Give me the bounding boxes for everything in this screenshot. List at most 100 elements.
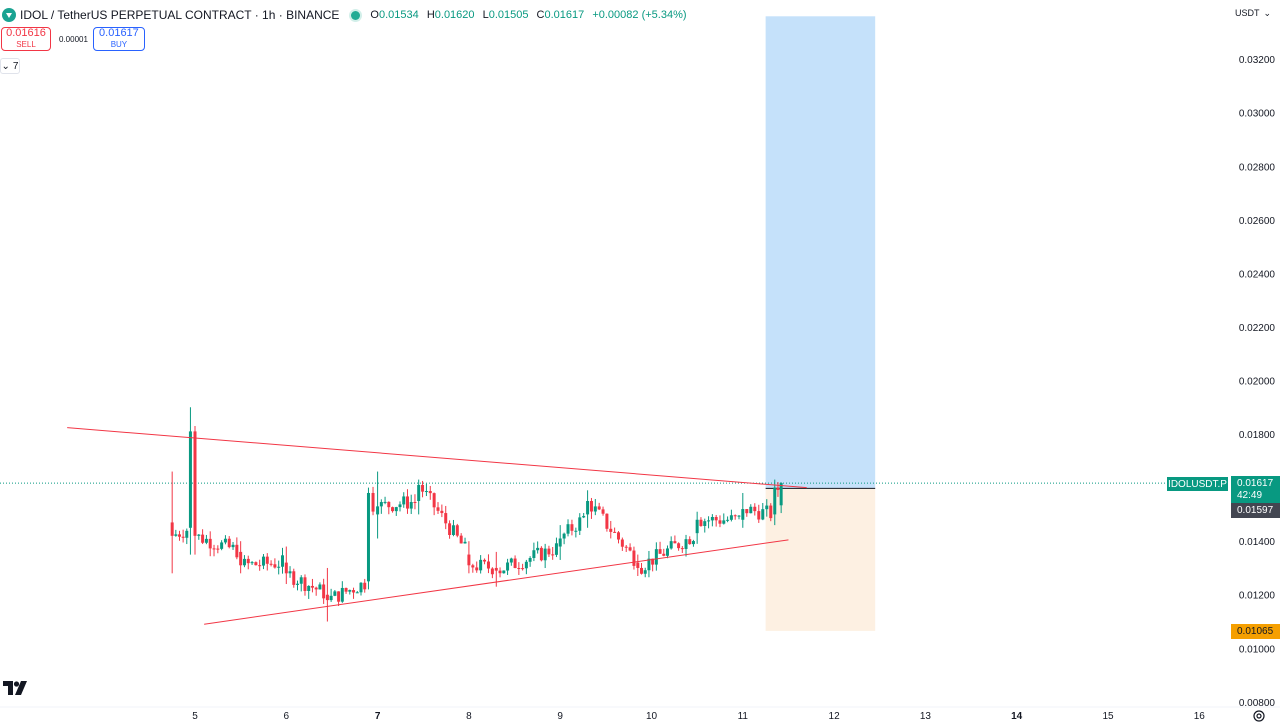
candle-body bbox=[170, 522, 174, 536]
candle-body bbox=[517, 567, 521, 569]
candle-body bbox=[647, 558, 651, 571]
candle-body bbox=[235, 544, 239, 558]
candle-body bbox=[558, 538, 562, 547]
price-axis-label: 0.02200 bbox=[1239, 323, 1276, 334]
buy-button[interactable]: 0.01617 BUY bbox=[92, 27, 145, 51]
candle-body bbox=[197, 534, 201, 536]
candle-body bbox=[776, 487, 780, 490]
time-axis-label: 12 bbox=[829, 711, 841, 722]
currency-label: USDT bbox=[1235, 8, 1260, 18]
sell-button[interactable]: 0.01616 SELL bbox=[1, 27, 51, 51]
candle-body bbox=[539, 547, 543, 561]
long-position-loss-zone bbox=[765, 488, 876, 631]
candle-body bbox=[201, 534, 205, 543]
candle-body bbox=[733, 515, 737, 517]
candle-body bbox=[749, 506, 753, 514]
time-axis-label: 7 bbox=[375, 711, 381, 722]
candle-body bbox=[513, 558, 517, 568]
price-axis-label: 0.01800 bbox=[1239, 430, 1276, 441]
candle-body bbox=[459, 535, 463, 544]
candle-body bbox=[220, 542, 224, 549]
candle-body bbox=[528, 558, 532, 562]
candle-body bbox=[640, 567, 644, 574]
candle-body bbox=[337, 591, 341, 602]
candle-body bbox=[174, 534, 178, 536]
candle-body bbox=[398, 504, 402, 508]
bid-price-tag: 0.01597 bbox=[1231, 503, 1280, 518]
trendline-lower bbox=[204, 539, 789, 625]
indicators-count: 7 bbox=[12, 60, 19, 72]
ohlc-high-value: 0.01620 bbox=[434, 9, 475, 21]
trendline-upper bbox=[67, 427, 807, 489]
price-axis-label: 0.02000 bbox=[1239, 377, 1276, 388]
candle-body bbox=[366, 492, 370, 582]
time-axis-label: 5 bbox=[192, 711, 198, 722]
candle-body bbox=[303, 577, 307, 591]
candle-body bbox=[223, 538, 227, 543]
candle-body bbox=[455, 525, 459, 536]
candle-body bbox=[589, 501, 593, 512]
settings-icon[interactable] bbox=[1252, 709, 1266, 723]
candle-body bbox=[479, 559, 483, 571]
candle-body bbox=[757, 511, 761, 520]
candle-body bbox=[185, 530, 189, 538]
candle-body bbox=[669, 541, 673, 549]
candle-body bbox=[314, 587, 318, 590]
candle-body bbox=[502, 570, 506, 574]
symbol-title[interactable]: IDOL / TetherUS PERPETUAL CONTRACT · 1h … bbox=[20, 8, 340, 22]
time-axis-label: 6 bbox=[284, 711, 290, 722]
candle-body bbox=[333, 591, 337, 596]
candle-body bbox=[246, 558, 250, 564]
candle-body bbox=[494, 567, 498, 571]
price-axis-label: 0.01000 bbox=[1239, 644, 1276, 655]
candle-body bbox=[616, 532, 620, 540]
candle-body bbox=[726, 519, 730, 521]
buy-label: BUY bbox=[110, 40, 128, 49]
candle-body bbox=[773, 487, 777, 515]
chevron-down-icon: ⌄ bbox=[1263, 7, 1271, 18]
candle-body bbox=[307, 585, 311, 591]
tradingview-logo-icon[interactable] bbox=[3, 681, 27, 695]
candle-body bbox=[490, 568, 494, 575]
ohlc-close-key: C bbox=[536, 9, 545, 21]
candle-body bbox=[322, 584, 326, 599]
candle-body bbox=[628, 547, 632, 551]
candle-body bbox=[605, 513, 609, 529]
candle-body bbox=[753, 506, 757, 512]
candle-body bbox=[379, 502, 383, 507]
candle-body bbox=[329, 595, 333, 601]
currency-select[interactable]: USDT ⌄ bbox=[1231, 3, 1275, 23]
candle-body bbox=[707, 520, 711, 522]
candle-body bbox=[498, 570, 502, 574]
candle-body bbox=[212, 548, 216, 550]
candle-body bbox=[578, 517, 582, 531]
price-axis-label: 0.02600 bbox=[1239, 216, 1276, 227]
ohlc-change-value: +0.00082 (+5.34%) bbox=[592, 9, 687, 21]
candle-body bbox=[292, 571, 296, 585]
ohlc-open-value: 0.01534 bbox=[378, 9, 419, 21]
candle-body bbox=[448, 523, 452, 535]
idol-token-icon[interactable] bbox=[2, 8, 16, 22]
candle-body bbox=[691, 541, 695, 545]
candle-body bbox=[269, 563, 273, 565]
time-axis-label: 13 bbox=[920, 711, 932, 722]
candle-body bbox=[355, 592, 359, 594]
indicators-toggle-button[interactable]: ⌄ 7 bbox=[0, 58, 20, 74]
candle-body bbox=[761, 509, 765, 520]
candle-body bbox=[440, 510, 444, 514]
candle-body bbox=[536, 547, 540, 551]
candle-body bbox=[620, 539, 624, 547]
candle-body bbox=[177, 534, 181, 537]
candle-body bbox=[387, 501, 391, 508]
candle-body bbox=[467, 554, 471, 566]
candle-body bbox=[363, 582, 367, 590]
market-status-icon[interactable] bbox=[351, 10, 361, 20]
candle-body bbox=[684, 539, 688, 549]
candle-body bbox=[636, 562, 640, 568]
candle-body bbox=[741, 509, 745, 520]
candle-body bbox=[344, 587, 348, 592]
candle-body bbox=[239, 551, 243, 566]
candle-body bbox=[432, 493, 436, 508]
candle-body bbox=[586, 501, 590, 515]
